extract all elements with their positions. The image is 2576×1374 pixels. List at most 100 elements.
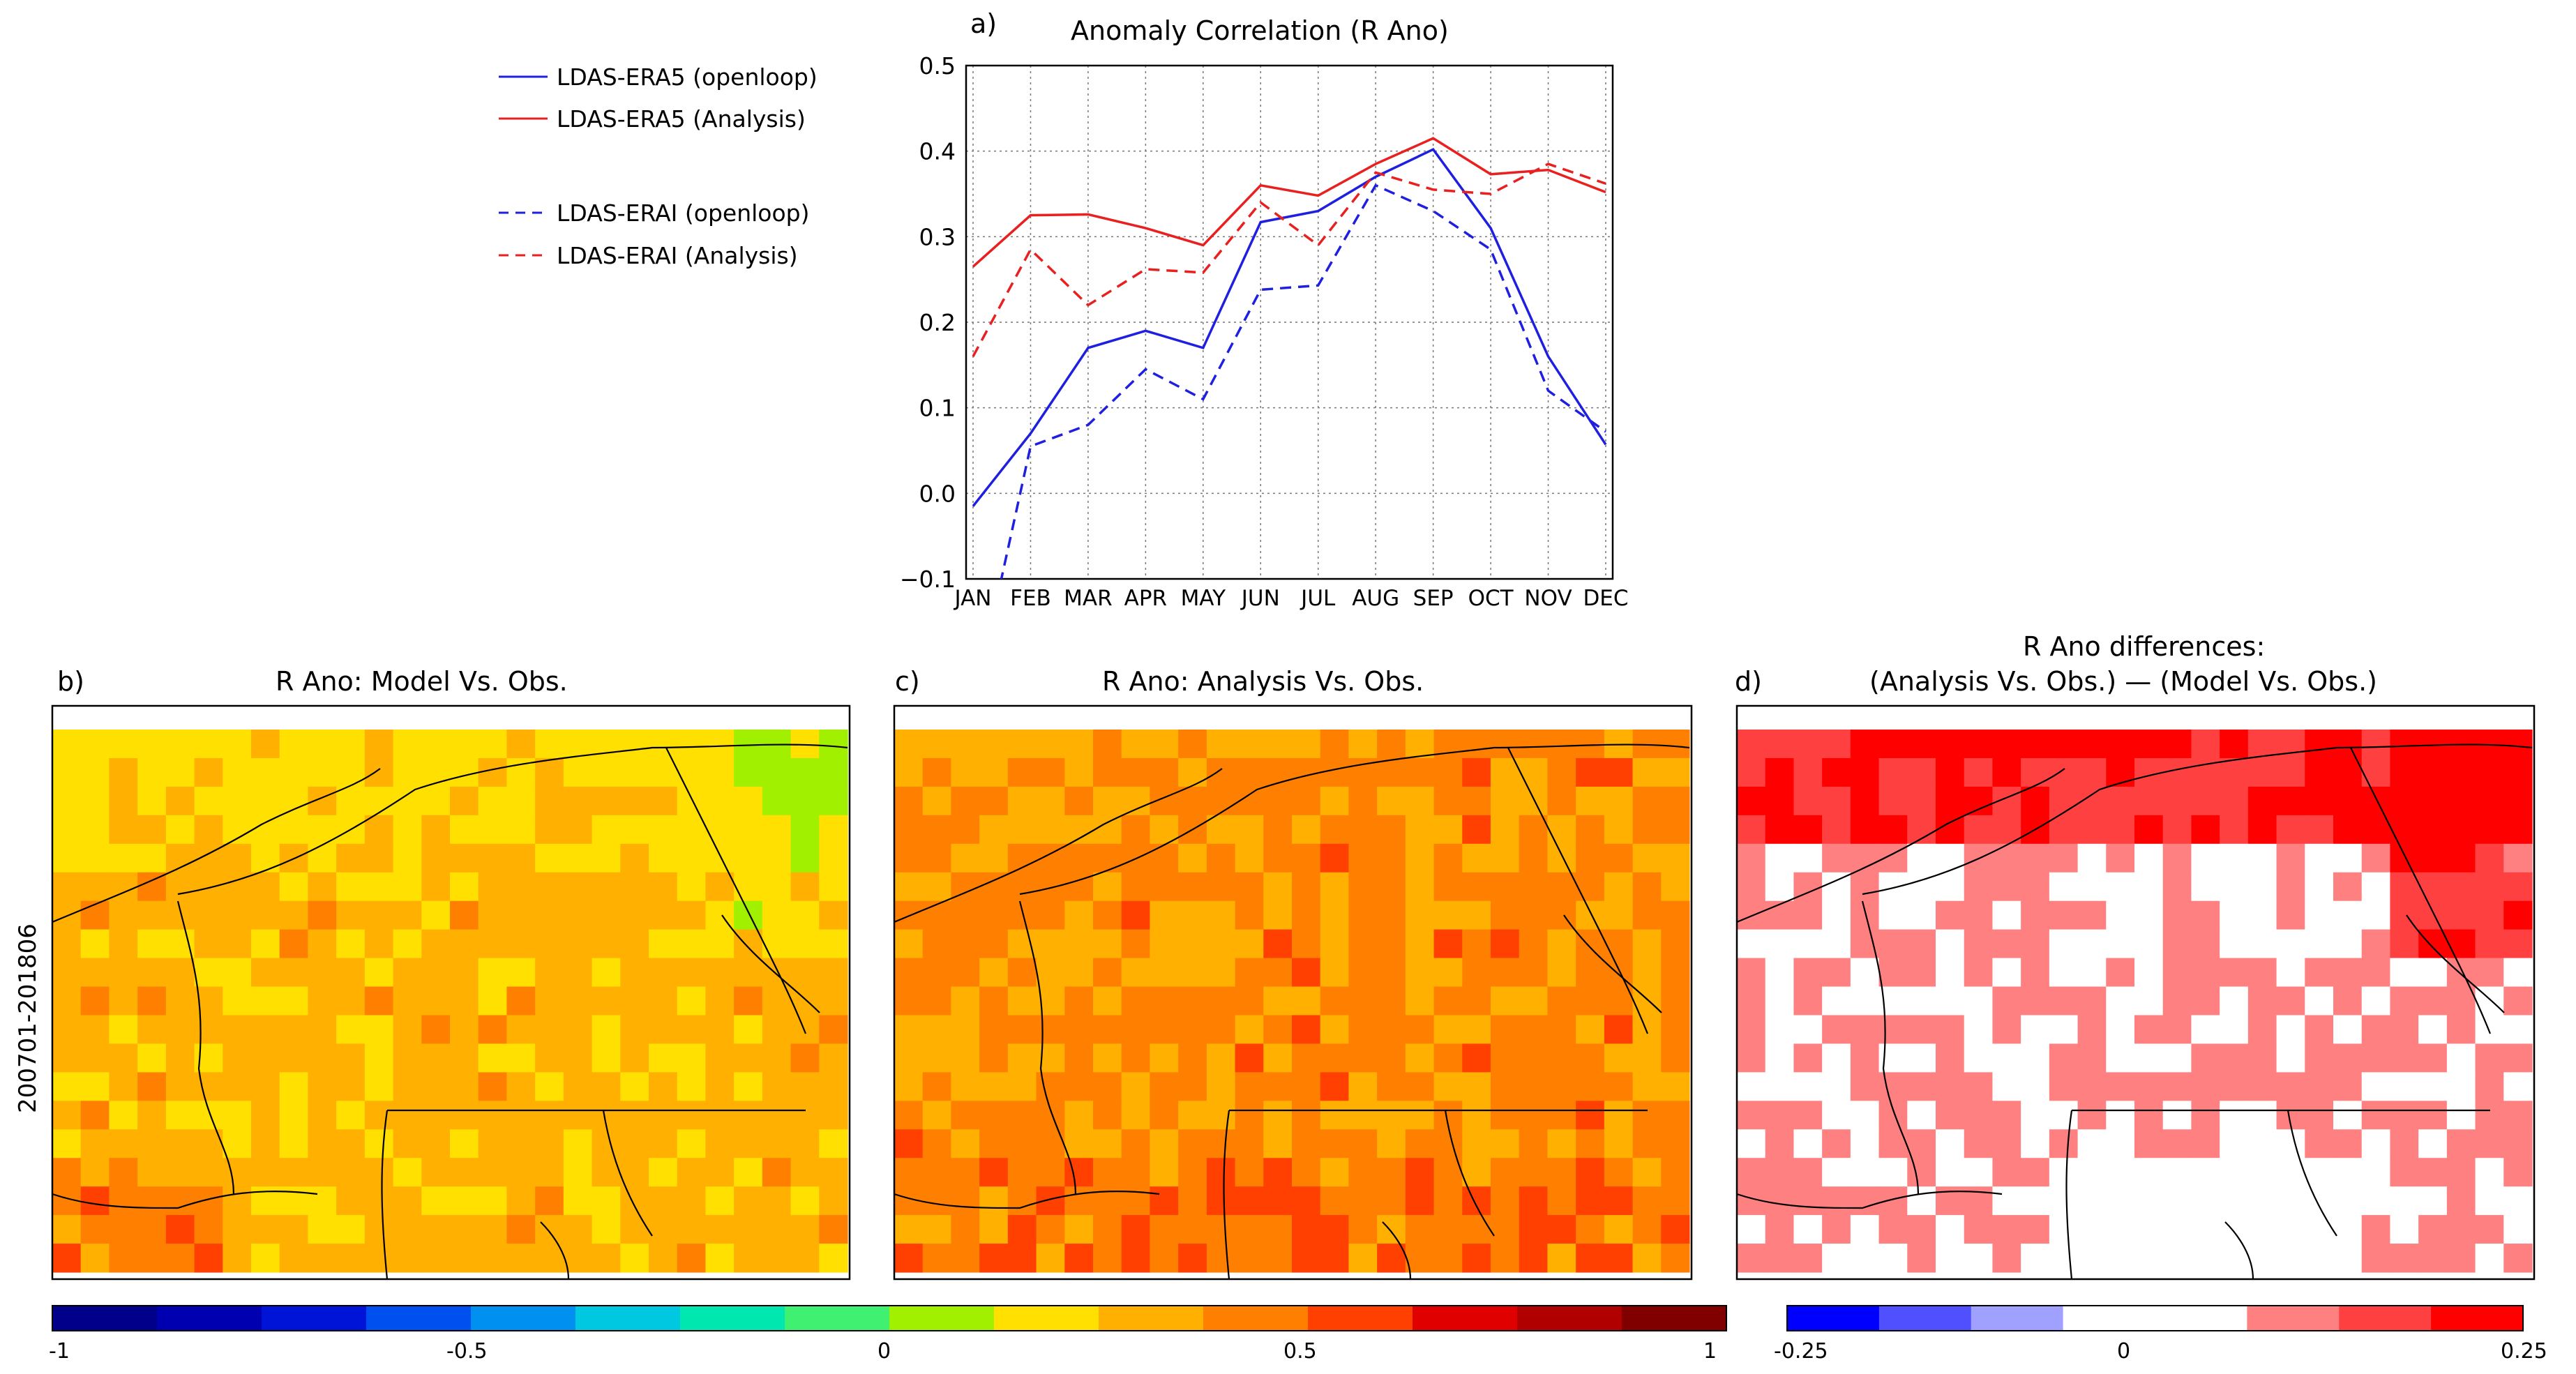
map-cell <box>1547 1244 1576 1273</box>
map-cell <box>705 1101 735 1130</box>
cbar-main-tick-0: 0 <box>878 1339 891 1364</box>
map-cell <box>2305 730 2334 759</box>
map-cell <box>1405 1244 1435 1273</box>
colorbar-main-segment <box>994 1306 1099 1331</box>
map-cell <box>2475 1186 2504 1216</box>
map-cell <box>1822 929 1851 959</box>
map-cell <box>1576 1186 1605 1216</box>
map-cell <box>1547 815 1576 845</box>
map-cell <box>478 757 508 787</box>
map-cell <box>1036 1015 1065 1045</box>
map-cell <box>790 1101 820 1130</box>
map-cell <box>1178 1072 1207 1101</box>
map-cell <box>2247 929 2277 959</box>
map-cell <box>2162 986 2192 1016</box>
map-cell <box>1093 900 1122 930</box>
map-cell <box>223 1015 252 1045</box>
map-cell <box>734 730 763 759</box>
map-cell <box>592 1072 621 1101</box>
map-cell <box>109 1186 138 1216</box>
map-cell <box>450 958 479 988</box>
map-cell <box>1878 1215 1908 1244</box>
map-cell <box>1964 1244 1994 1273</box>
map-cell <box>80 1244 110 1273</box>
map-cell <box>1093 872 1122 902</box>
map-cell <box>2475 900 2504 930</box>
map-cell <box>194 900 223 930</box>
map-cell <box>2475 1129 2504 1158</box>
map-cell <box>1150 1129 1179 1158</box>
map-cell <box>894 958 924 988</box>
map-cell <box>2021 929 2050 959</box>
border-line <box>1861 900 1920 1195</box>
map-cell <box>2475 1043 2504 1073</box>
map-cell <box>1519 1043 1549 1073</box>
map-cell <box>1878 786 1908 816</box>
map-cell <box>109 900 138 930</box>
map-cell <box>2446 1158 2476 1187</box>
map-cell <box>734 900 763 930</box>
map-cell <box>894 786 924 816</box>
map-cell <box>649 900 678 930</box>
map-cell <box>1936 815 1965 845</box>
map-cell <box>109 1215 138 1244</box>
map-cell <box>279 986 309 1016</box>
map-cell <box>1661 1129 1690 1158</box>
map-cell <box>251 730 280 759</box>
map-cell <box>2021 1015 2050 1045</box>
map-cell <box>1348 730 1378 759</box>
map-cell <box>2390 1186 2419 1216</box>
map-cell <box>2305 757 2334 787</box>
map-cell <box>1632 1186 1662 1216</box>
map-cell <box>279 1129 309 1158</box>
map-cell <box>1547 786 1576 816</box>
map-cell <box>563 815 593 845</box>
map-cell <box>677 1043 707 1073</box>
map-cell <box>1263 900 1293 930</box>
map-cell <box>1878 1072 1908 1101</box>
map-cell <box>1178 1043 1207 1073</box>
map-cell <box>1822 986 1851 1016</box>
map-cell <box>951 1215 980 1244</box>
map-cell <box>478 986 508 1016</box>
map-cell <box>2333 815 2363 845</box>
map-cell <box>1320 815 1350 845</box>
map-cell <box>1491 757 1520 787</box>
map-cell <box>1348 1215 1378 1244</box>
map-cell <box>819 1043 848 1073</box>
map-cell <box>1491 1186 1520 1216</box>
map-cell <box>2503 872 2533 902</box>
map-cell <box>592 1129 621 1158</box>
map-cell <box>251 757 280 787</box>
map-cell <box>2220 1186 2249 1216</box>
map-cell <box>762 757 792 787</box>
map-cell <box>2305 1043 2334 1073</box>
map-cell <box>1547 843 1576 873</box>
map-cell <box>2276 958 2305 988</box>
map-cell <box>165 786 195 816</box>
map-cell <box>1121 815 1151 845</box>
map-cell <box>1936 843 1965 873</box>
map-cell <box>279 786 309 816</box>
map-cell <box>1936 1215 1965 1244</box>
map-cell <box>1964 815 1994 845</box>
map-cell <box>2503 757 2533 787</box>
map-cell <box>1064 958 1094 988</box>
map-cell <box>1964 1043 1994 1073</box>
map-cell <box>1519 786 1549 816</box>
map-cell <box>1178 1215 1207 1244</box>
legend-label-erai-openloop: LDAS-ERAI (openloop) <box>557 199 810 227</box>
map-cell <box>762 1072 792 1101</box>
map-cell <box>1793 786 1823 816</box>
map-cell <box>251 786 280 816</box>
map-cell <box>1850 900 1880 930</box>
map-cell <box>478 1043 508 1073</box>
map-cell <box>364 815 394 845</box>
map-cell <box>1936 872 1965 902</box>
map-cell <box>251 1101 280 1130</box>
map-cell <box>2077 1158 2107 1187</box>
map-cell <box>336 900 366 930</box>
map-cell <box>109 786 138 816</box>
colorbar-main-segment <box>1622 1306 1727 1331</box>
map-cell <box>1491 1043 1520 1073</box>
